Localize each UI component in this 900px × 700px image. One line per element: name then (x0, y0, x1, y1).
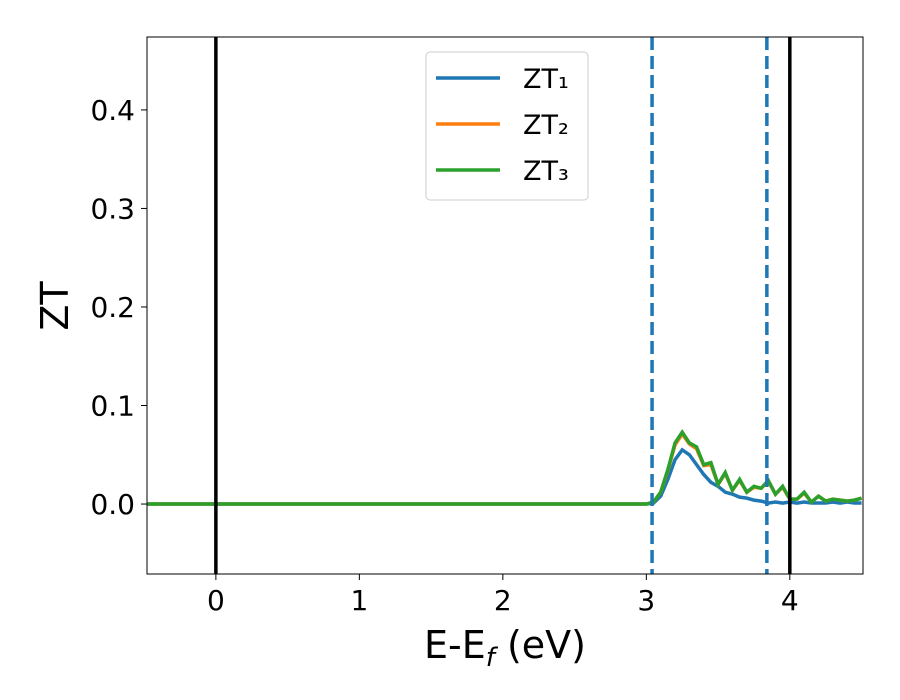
series-line (147, 431, 863, 506)
legend-label: ZT₂ (523, 110, 569, 141)
y-tick-label: 0.0 (90, 488, 135, 521)
series-line (147, 447, 862, 506)
x-tick-label: 0 (207, 584, 225, 617)
y-tick-label: 0.2 (90, 291, 135, 324)
plot-frame (146, 36, 864, 575)
y-tick-label: 0.1 (90, 390, 135, 423)
legend-box (425, 51, 589, 201)
legend-label: ZT₃ (523, 156, 569, 187)
y-tick-label: 0.3 (90, 192, 135, 225)
x-tick-label: 4 (781, 584, 799, 617)
series-line (147, 428, 863, 506)
y-axis-label: ZT (33, 281, 77, 331)
x-tick-label: 3 (637, 584, 655, 617)
x-axis-label: E-Ef (eV) (424, 623, 586, 673)
x-tick-label: 2 (494, 584, 512, 617)
y-tick-label: 0.4 (90, 94, 135, 127)
legend-label: ZT₁ (523, 64, 569, 95)
x-tick-label: 1 (350, 584, 368, 617)
